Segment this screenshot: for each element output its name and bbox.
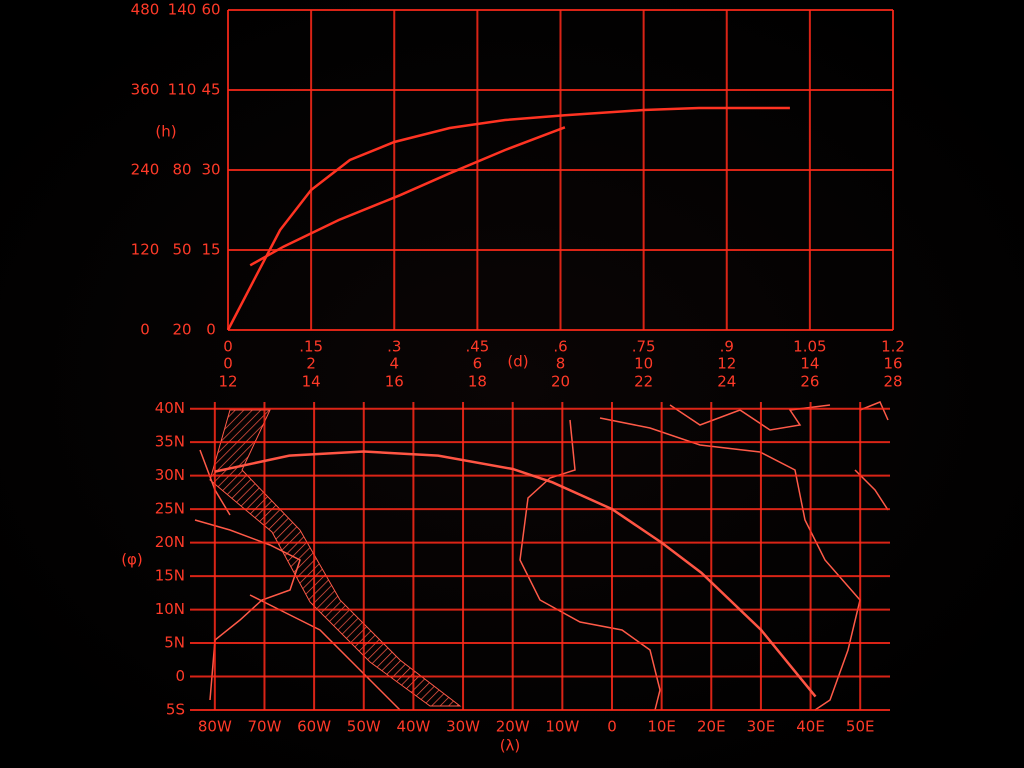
- y-axis-label: (h): [155, 123, 176, 141]
- x-axis-label: (d): [507, 353, 528, 371]
- y-tick-label: 30: [201, 161, 220, 179]
- x-tick-label: 4: [389, 355, 399, 373]
- y-tick-label: 240: [131, 161, 160, 179]
- x-tick-label: .9: [720, 338, 734, 356]
- x-tick-label: 30W: [446, 718, 480, 736]
- x-tick-label: .75: [632, 338, 656, 356]
- y-tick-label: 45: [201, 81, 220, 99]
- y-tick-label: 480: [131, 1, 160, 19]
- y-tick-label: 0: [175, 667, 185, 685]
- x-tick-label: 26: [800, 373, 819, 391]
- x-tick-label: 1.2: [881, 338, 905, 356]
- x-tick-label: 0: [223, 355, 233, 373]
- y-tick-label: 20N: [155, 533, 185, 551]
- y-tick-label: 20: [172, 321, 191, 339]
- x-tick-label: 16: [883, 355, 902, 373]
- y-tick-label: 80: [172, 161, 191, 179]
- x-tick-label: 10W: [545, 718, 579, 736]
- y-tick-label: 5S: [166, 701, 185, 719]
- x-tick-label: 6: [473, 355, 483, 373]
- line: [226, 106, 790, 331]
- y-tick-label: 5N: [164, 634, 185, 652]
- x-tick-label: 40E: [796, 718, 825, 736]
- x-tick-label: 12: [218, 373, 237, 391]
- y-axis-label: (φ): [121, 551, 143, 569]
- x-tick-label: 50E: [846, 718, 875, 736]
- x-tick-label: 24: [717, 373, 736, 391]
- x-tick-label: 20E: [697, 718, 726, 736]
- x-tick-label: 30E: [747, 718, 776, 736]
- line: [214, 450, 817, 698]
- x-tick-label: 60W: [297, 718, 331, 736]
- y-tick-label: 10N: [155, 600, 185, 618]
- x-tick-label: .45: [465, 338, 489, 356]
- x-tick-label: .15: [299, 338, 323, 356]
- x-tick-label: 50W: [347, 718, 381, 736]
- x-tick-label: 70W: [248, 718, 282, 736]
- x-tick-label: 20W: [496, 718, 530, 736]
- line: [249, 126, 566, 267]
- x-tick-label: 10E: [647, 718, 676, 736]
- x-tick-label: 16: [385, 373, 404, 391]
- y-tick-label: 30N: [155, 466, 185, 484]
- x-axis-label: (λ): [500, 737, 521, 755]
- x-tick-label: 0: [607, 718, 617, 736]
- y-tick-label: 25N: [155, 500, 185, 518]
- y-tick-label: 40N: [155, 399, 185, 417]
- x-tick-label: 0: [223, 338, 233, 356]
- y-tick-label: 60: [201, 1, 220, 19]
- y-tick-label: 15N: [155, 567, 185, 585]
- x-tick-label: 20: [551, 373, 570, 391]
- x-tick-label: 12: [717, 355, 736, 373]
- x-tick-label: 8: [556, 355, 566, 373]
- x-tick-label: 40W: [396, 718, 430, 736]
- x-tick-label: 28: [883, 373, 902, 391]
- x-tick-label: 14: [800, 355, 819, 373]
- y-tick-label: 110: [168, 81, 197, 99]
- y-tick-label: 35N: [155, 433, 185, 451]
- x-tick-label: 10: [634, 355, 653, 373]
- hatched-band: [209, 409, 462, 707]
- y-tick-label: 120: [131, 241, 160, 259]
- x-tick-label: 22: [634, 373, 653, 391]
- y-tick-label: 360: [131, 81, 160, 99]
- y-tick-label: 0: [140, 321, 150, 339]
- x-tick-label: .3: [387, 338, 401, 356]
- y-tick-label: 140: [168, 1, 197, 19]
- x-tick-label: 1.05: [793, 338, 826, 356]
- x-tick-label: 80W: [198, 718, 232, 736]
- x-tick-label: 2: [306, 355, 316, 373]
- x-tick-label: 14: [302, 373, 321, 391]
- y-tick-label: 50: [172, 241, 191, 259]
- x-tick-label: .6: [553, 338, 567, 356]
- y-tick-label: 0: [206, 321, 216, 339]
- y-tick-label: 15: [201, 241, 220, 259]
- x-tick-label: 18: [468, 373, 487, 391]
